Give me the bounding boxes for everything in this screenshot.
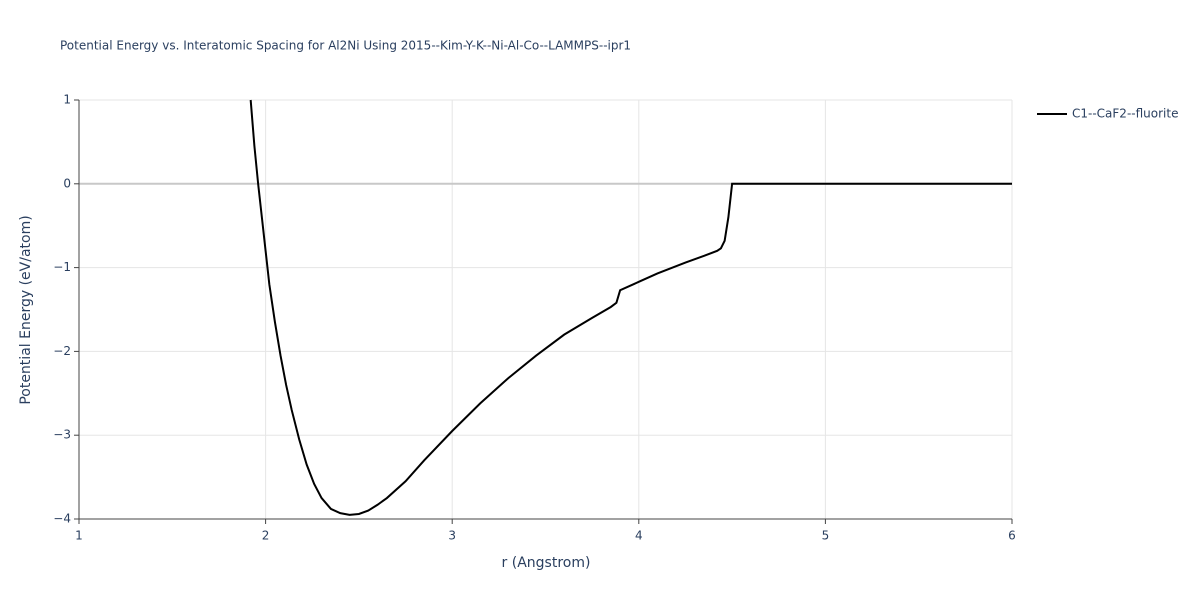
y-tick-label: 1 [63,93,71,107]
x-tick-label: 2 [262,529,270,543]
y-tick-label: −1 [53,260,71,274]
x-axis-title: r (Angstrom) [502,555,591,571]
x-tick-label: 1 [75,529,83,543]
x-tick-label: 4 [635,529,643,543]
y-axis-title: Potential Energy (eV/atom) [18,215,34,404]
y-tick-label: −4 [53,512,71,526]
chart-title: Potential Energy vs. Interatomic Spacing… [60,39,631,53]
y-tick-label: −3 [53,428,71,442]
y-tick-label: −2 [53,344,71,358]
x-tick-label: 5 [822,529,830,543]
legend-label: C1--CaF2--fluorite [1072,107,1178,121]
x-tick-label: 6 [1008,529,1016,543]
y-tick-label: 0 [63,176,71,190]
data-line [249,99,1012,516]
x-tick-label: 3 [448,529,456,543]
